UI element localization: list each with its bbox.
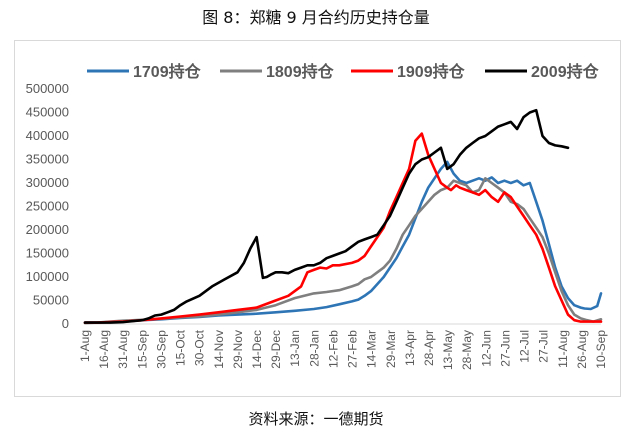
x-tick-label: 30-Sep: [154, 330, 168, 369]
y-tick-label: 300000: [26, 175, 69, 190]
y-tick-label: 450000: [26, 105, 69, 120]
x-tick-label: 10-Sep: [594, 330, 608, 369]
x-tick-label: 15-Sep: [135, 330, 149, 369]
plot-area: [83, 108, 603, 325]
y-tick-label: 100000: [26, 269, 69, 284]
x-tick-label: 28-May: [460, 330, 474, 370]
line-chart: 1709持仓 1809持仓 1909持仓 2009持仓 0 50000 100000 150…: [26, 62, 608, 370]
legend-item-0: 1709持仓: [87, 62, 202, 81]
x-tick-label: 27-Jun: [498, 330, 512, 367]
x-tick-label: 27-Jul: [537, 330, 551, 363]
y-tick-label: 350000: [26, 152, 69, 167]
x-tick-label: 13-May: [441, 330, 455, 370]
series-line-1: [83, 177, 603, 325]
y-tick-label: 50000: [33, 293, 69, 308]
legend-label: 1809持仓: [266, 62, 335, 81]
x-tick-label: 30-Oct: [193, 329, 207, 366]
y-tick-label: 0: [62, 316, 69, 331]
x-tick-label: 14-Dec: [250, 330, 264, 369]
legend-label: 1909持仓: [397, 62, 466, 81]
y-tick-label: 500000: [26, 81, 69, 96]
x-tick-label: 13-Jan: [288, 330, 302, 367]
figure-title: 图 8：郑糖 9 月合约历史持仓量: [202, 8, 430, 27]
y-tick-label: 200000: [26, 222, 69, 237]
series-line-3: [83, 108, 570, 324]
x-axis: 1-Aug 16-Aug 31-Aug 15-Sep 30-Sep 15-Oct 30-Oc…: [78, 323, 608, 370]
legend-label: 2009持仓: [531, 62, 600, 81]
chart-area: 1709持仓 1809持仓 1909持仓 2009持仓 0 50000 100000 150…: [14, 40, 621, 397]
series-line-0: [83, 160, 603, 324]
x-tick-label: 29-Nov: [231, 330, 245, 369]
legend-item-3: 2009持仓: [485, 62, 600, 81]
y-tick-label: 400000: [26, 128, 69, 143]
x-tick-label: 16-Aug: [97, 330, 111, 369]
x-tick-label: 12-Jun: [479, 330, 493, 367]
x-tick-label: 29-Dec: [269, 330, 283, 369]
x-tick-label: 14-Nov: [212, 330, 226, 369]
x-tick-label: 13-Apr: [403, 330, 417, 366]
x-tick-label: 31-Aug: [116, 330, 130, 369]
x-tick-label: 29-Mar: [384, 330, 398, 368]
x-tick-label: 11-Aug: [556, 330, 570, 368]
x-tick-label: 26-Aug: [575, 330, 589, 369]
legend: 1709持仓 1809持仓 1909持仓 2009持仓: [87, 62, 600, 81]
x-tick-label: 1-Aug: [78, 330, 92, 362]
legend-label: 1709持仓: [133, 62, 202, 81]
x-tick-label: 15-Oct: [174, 329, 188, 366]
series-line-2: [83, 132, 603, 324]
y-axis: 0 50000 100000 150000 200000 250000 300000 3500…: [26, 81, 69, 331]
legend-item-1: 1809持仓: [220, 62, 335, 81]
x-tick-label: 28-Apr: [422, 330, 436, 366]
x-tick-label: 27-Feb: [346, 330, 360, 368]
y-tick-label: 150000: [26, 246, 69, 261]
legend-item-2: 1909持仓: [351, 62, 466, 81]
x-tick-label: 14-Mar: [365, 330, 379, 368]
y-tick-label: 250000: [26, 199, 69, 214]
x-tick-label: 12-Jul: [518, 330, 532, 363]
x-tick-label: 12-Feb: [326, 330, 340, 368]
x-tick-label: 28-Jan: [307, 330, 321, 367]
source-note: 资料来源：一德期货: [248, 410, 384, 428]
